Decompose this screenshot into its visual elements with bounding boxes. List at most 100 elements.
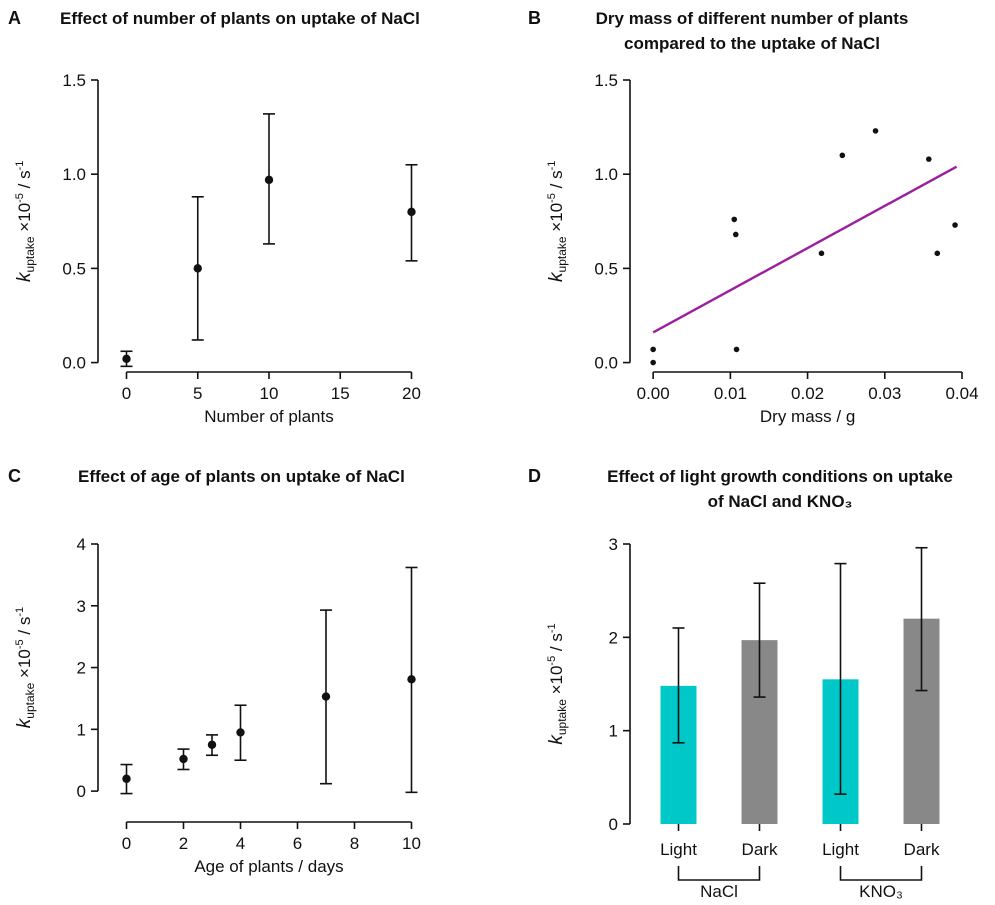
panel-b-letter: B	[528, 8, 541, 28]
ylabel-part: k	[546, 271, 567, 282]
y-tick-label: 3	[609, 535, 618, 554]
data-point	[179, 754, 188, 764]
x-tick-label: 4	[236, 834, 245, 853]
x-tick-label: 10	[402, 834, 421, 853]
x-tick-label: 0.02	[791, 384, 824, 403]
y-tick-label: 2	[77, 659, 86, 678]
x-tick-label: 0.00	[637, 384, 670, 403]
data-point	[264, 175, 274, 185]
ylabel-part: -1	[14, 161, 26, 171]
panel-b-title-line1: Dry mass of different number of plants	[596, 9, 909, 28]
panel-c-letter: C	[8, 466, 21, 486]
ylabel-part: / s	[15, 170, 34, 193]
panel-a: A Effect of number of plants on uptake o…	[8, 8, 420, 28]
group-bracket	[677, 866, 761, 881]
ylabel-part: uptake	[555, 699, 569, 735]
ylabel-part: uptake	[23, 236, 37, 272]
group-label: KNO₃	[859, 882, 903, 901]
ylabel-part: uptake	[23, 682, 37, 718]
panel-a-title: Effect of number of plants on uptake of …	[60, 9, 420, 28]
x-tick-label: 0.03	[868, 384, 901, 403]
data-point	[839, 152, 846, 159]
ylabel-part: -1	[546, 623, 558, 633]
plot-panel-d: 0 1 2 3 kuptake ×10-5 / s-1 Light Dark Light Dar…	[546, 535, 940, 901]
x-tick-label: 10	[260, 384, 279, 403]
x-axis-label: Number of plants	[204, 407, 333, 426]
y-tick-label: 1.0	[594, 165, 618, 184]
y-tick-label: 4	[77, 535, 86, 554]
plot-panel-c: 0 1 2 3 4 0 2 4 6 8 10 Age of plants / days kuptake …	[14, 535, 421, 876]
data-point	[818, 250, 825, 257]
y-tick-label: 0.0	[594, 354, 618, 373]
ylabel-part: -5	[546, 193, 558, 203]
y-axis-label: kuptake ×10-5 / s-1	[14, 607, 37, 728]
data-point	[193, 264, 202, 273]
y-tick-label: 1.5	[594, 71, 618, 90]
data-point	[732, 231, 739, 238]
ylabel-part: ×10	[15, 203, 34, 237]
ylabel-part: k	[14, 717, 35, 728]
panel-a-letter: A	[8, 8, 21, 28]
y-tick-label: 0.5	[594, 259, 618, 278]
data-point	[934, 250, 941, 257]
y-tick-label: 1	[77, 720, 86, 739]
y-axis-label: kuptake ×10-5 / s-1	[546, 623, 569, 744]
ylabel-part: -5	[14, 639, 26, 649]
panel-d-letter: D	[528, 466, 541, 486]
plot-panel-b: 0.0 0.5 1.0 1.5 0.00 0.01 0.02 0.03 0.04 Dry mass…	[546, 71, 979, 426]
y-tick-label: 2	[609, 628, 618, 647]
panel-b: B Dry mass of different number of plants…	[528, 8, 908, 53]
data-point	[407, 675, 416, 684]
x-axis-label: Dry mass / g	[760, 407, 855, 426]
ylabel-part: -5	[546, 656, 558, 666]
ylabel-part: k	[14, 271, 35, 282]
y-tick-label: 1.5	[62, 71, 86, 90]
x-tick-label: 0	[122, 384, 131, 403]
x-axis-label: Age of plants / days	[194, 857, 343, 876]
x-tick-label: 8	[350, 834, 359, 853]
ylabel-part: / s	[15, 617, 34, 640]
y-tick-label: 1.0	[62, 165, 86, 184]
ylabel-part: -1	[14, 607, 26, 617]
ylabel-part: ×10	[547, 666, 566, 700]
y-tick-label: 0.0	[62, 354, 86, 373]
data-point	[872, 128, 879, 134]
ylabel-part: ×10	[547, 203, 566, 237]
x-tick-label: 6	[293, 834, 302, 853]
x-tick-label: Light	[822, 840, 859, 859]
x-tick-label: 2	[179, 834, 188, 853]
x-tick-label: Dark	[904, 840, 940, 859]
ylabel-part: ×10	[15, 649, 34, 683]
data-point	[321, 692, 331, 701]
y-axis-label: kuptake ×10-5 / s-1	[14, 161, 37, 282]
data-point	[207, 740, 217, 749]
data-point	[122, 774, 131, 783]
ylabel-part: -5	[14, 193, 26, 203]
data-point	[122, 354, 131, 364]
y-tick-label: 0	[609, 815, 618, 834]
group-bracket	[839, 866, 923, 881]
ylabel-part: / s	[547, 633, 566, 656]
x-tick-label: Light	[660, 840, 697, 859]
ylabel-part: -1	[546, 161, 558, 171]
panel-d-title-line2: of NaCl and KNO₃	[708, 492, 853, 511]
ylabel-part: / s	[547, 170, 566, 193]
x-tick-label: 5	[193, 384, 202, 403]
data-point	[926, 156, 932, 162]
data-point	[733, 346, 740, 353]
y-axis-label: kuptake ×10-5 / s-1	[546, 161, 569, 282]
y-tick-label: 3	[77, 597, 86, 616]
group-label: NaCl	[700, 882, 738, 901]
y-tick-label: 1	[609, 722, 618, 741]
data-point	[236, 728, 245, 737]
panel-c: C Effect of age of plants on uptake of N…	[8, 466, 405, 486]
x-tick-label: 20	[402, 384, 421, 403]
data-point	[407, 207, 416, 217]
panel-c-title: Effect of age of plants on uptake of NaC…	[78, 467, 405, 486]
data-point	[650, 346, 656, 353]
data-point	[952, 222, 958, 228]
panel-d: D Effect of light growth conditions on u…	[528, 466, 953, 511]
panel-d-title-line1: Effect of light growth conditions on upt…	[607, 467, 953, 486]
ylabel-part: uptake	[555, 236, 569, 272]
